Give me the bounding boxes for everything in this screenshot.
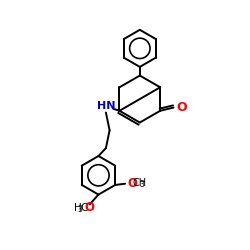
Text: HN: HN: [97, 101, 115, 111]
Text: 3: 3: [78, 205, 82, 214]
Text: O: O: [85, 202, 95, 214]
Text: H: H: [74, 203, 82, 213]
Text: O: O: [176, 100, 187, 114]
Text: CH: CH: [132, 178, 146, 188]
Text: 3: 3: [139, 180, 144, 189]
Text: C: C: [80, 203, 87, 213]
Text: O: O: [127, 177, 137, 190]
